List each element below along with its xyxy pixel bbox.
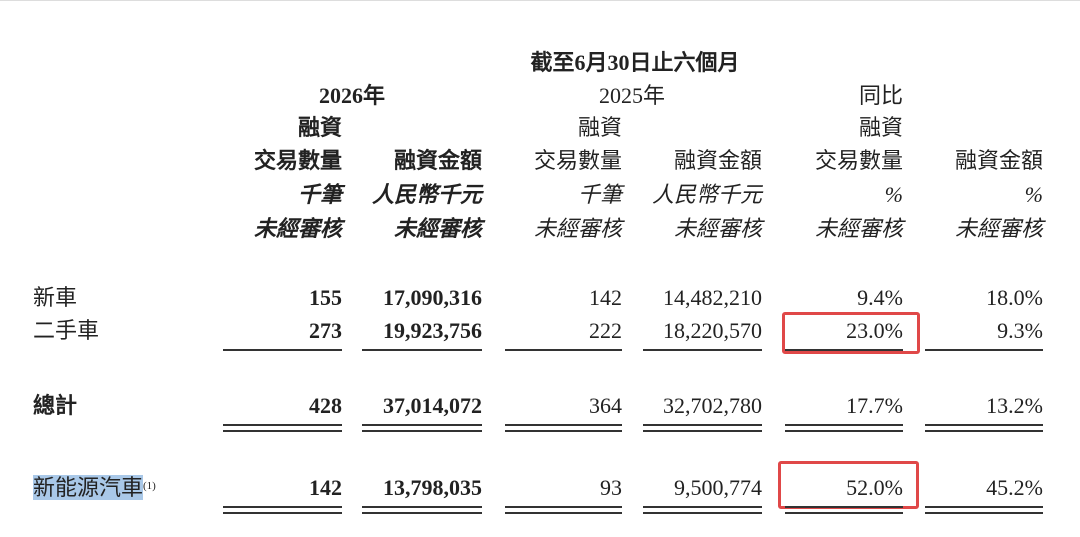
period-header: 截至6月30日止六個月: [530, 50, 740, 75]
rule: [925, 424, 1043, 426]
rule: [785, 424, 903, 426]
column-header: 融資金額: [954, 148, 1043, 173]
rule: [505, 430, 622, 432]
cell: 17,090,316: [383, 285, 482, 310]
column-audit: 未經審核: [533, 216, 622, 241]
column-unit: 人民幣千元: [651, 182, 762, 207]
column-unit: %: [884, 182, 903, 207]
column-header: 融資金額: [393, 148, 482, 173]
rule: [925, 349, 1043, 351]
column-audit: 未經審核: [393, 216, 482, 241]
column-header: 融資: [858, 115, 903, 140]
cell: 19,923,756: [383, 318, 482, 343]
row-label: 新能源汽車(1): [33, 475, 156, 501]
label-text: 二手車: [33, 318, 100, 343]
column-audit: 未經審核: [673, 216, 762, 241]
rule: [643, 512, 762, 514]
group-header: 2025年: [598, 83, 665, 108]
cell: 364: [589, 393, 622, 418]
row-label: 新車: [33, 285, 77, 311]
column-audit: 未經審核: [814, 216, 903, 241]
column-header: 交易數量: [533, 148, 622, 173]
cell: 17.7%: [846, 393, 903, 418]
cell: 13,798,035: [383, 475, 482, 500]
rule: [785, 349, 903, 351]
rule: [505, 424, 622, 426]
cell: 222: [589, 318, 622, 343]
group-header: 2026年: [318, 83, 385, 108]
rule: [643, 506, 762, 508]
rule: [362, 349, 482, 351]
cell: 93: [600, 475, 622, 500]
cell: 142: [589, 285, 622, 310]
cell: 273: [309, 318, 342, 343]
label-text: 新能源汽車: [33, 475, 144, 500]
rule: [223, 424, 342, 426]
rule: [925, 430, 1043, 432]
cell: 9,500,774: [674, 475, 762, 500]
rule: [223, 349, 342, 351]
rule: [643, 430, 762, 432]
column-unit: 人民幣千元: [371, 182, 482, 207]
cell: 9.3%: [997, 318, 1043, 343]
rule: [785, 512, 903, 514]
rule: [223, 506, 342, 508]
column-header: 融資金額: [673, 148, 762, 173]
cell: 13.2%: [986, 393, 1043, 418]
cell: 14,482,210: [663, 285, 762, 310]
label-text: 總計: [33, 393, 78, 418]
row-label: 二手車: [33, 318, 99, 344]
rule: [362, 430, 482, 432]
rule: [505, 349, 622, 351]
rule: [505, 512, 622, 514]
cell: 18,220,570: [663, 318, 762, 343]
cell: 142: [309, 475, 342, 500]
column-unit: %: [1024, 182, 1043, 207]
column-audit: 未經審核: [253, 216, 342, 241]
cell: 18.0%: [986, 285, 1043, 310]
rule: [223, 430, 342, 432]
footnote-ref: (1): [143, 480, 156, 492]
column-header: 交易數量: [814, 148, 903, 173]
column-audit: 未經審核: [954, 216, 1043, 241]
rule: [643, 349, 762, 351]
column-header: 融資: [297, 115, 342, 140]
group-header: 同比: [858, 83, 903, 108]
rule: [643, 424, 762, 426]
rule: [362, 512, 482, 514]
rule: [362, 506, 482, 508]
cell: 155: [309, 285, 342, 310]
column-unit: 千筆: [297, 182, 342, 207]
column-header: 融資: [577, 115, 622, 140]
rule: [223, 512, 342, 514]
rule: [785, 506, 903, 508]
rule: [362, 424, 482, 426]
cell: 52.0%: [846, 475, 903, 500]
rule: [505, 506, 622, 508]
cell: 37,014,072: [383, 393, 482, 418]
highlight-box: [782, 312, 920, 354]
cell: 45.2%: [986, 475, 1043, 500]
cell: 23.0%: [846, 318, 903, 343]
rule: [925, 506, 1043, 508]
column-unit: 千筆: [577, 182, 622, 207]
label-text: 新車: [33, 285, 78, 310]
rule: [785, 430, 903, 432]
cell: 428: [309, 393, 342, 418]
cell: 9.4%: [857, 285, 903, 310]
rule: [925, 512, 1043, 514]
cell: 32,702,780: [663, 393, 762, 418]
column-header: 交易數量: [253, 148, 342, 173]
row-label: 總計: [33, 393, 77, 419]
